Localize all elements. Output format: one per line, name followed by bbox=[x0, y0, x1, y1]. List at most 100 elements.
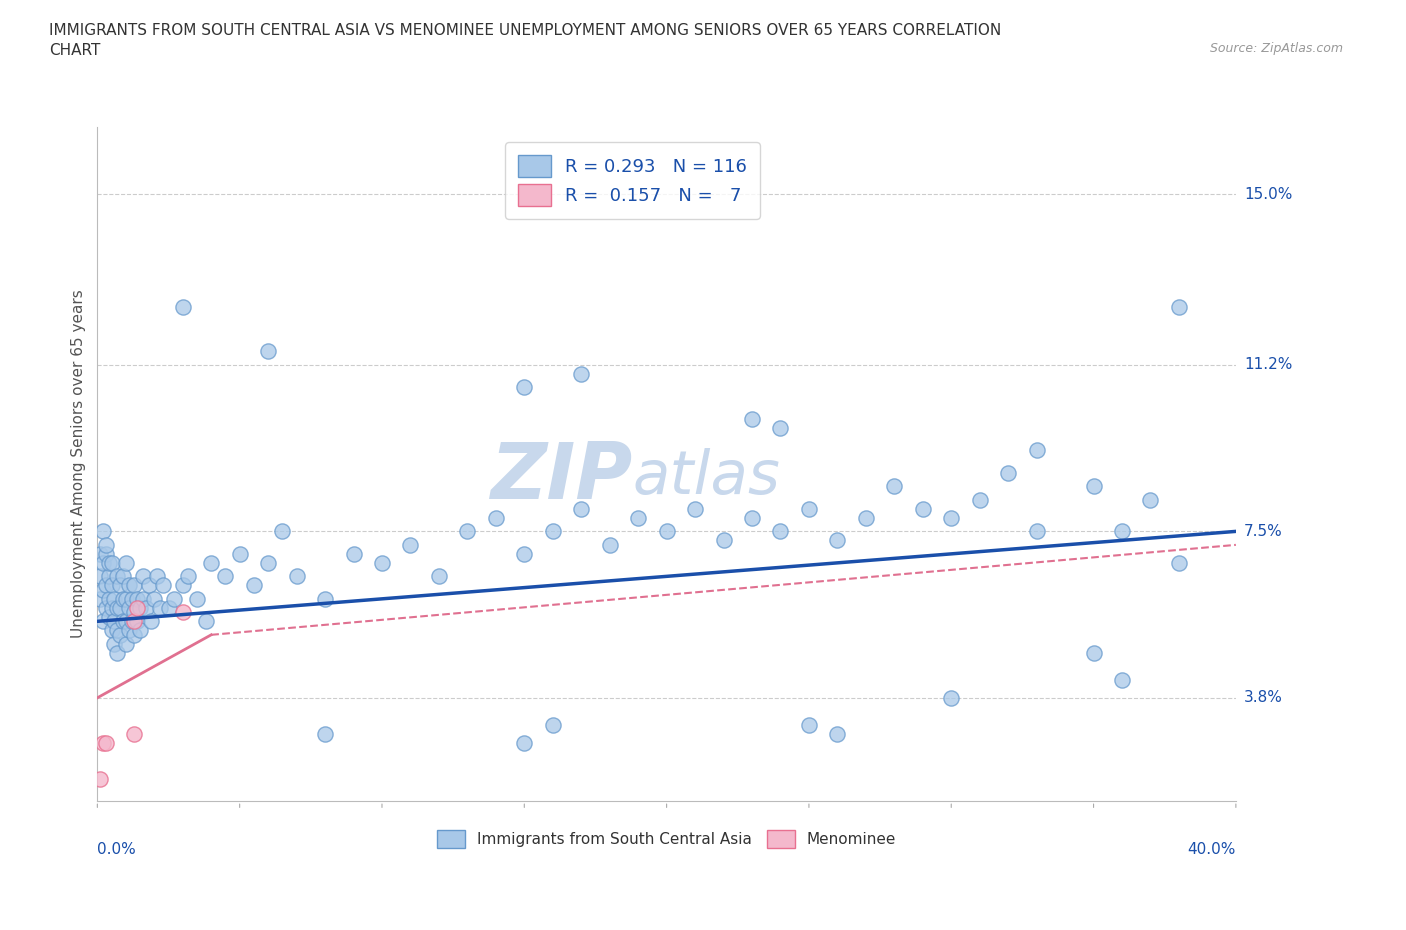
Y-axis label: Unemployment Among Seniors over 65 years: Unemployment Among Seniors over 65 years bbox=[72, 289, 86, 638]
Text: IMMIGRANTS FROM SOUTH CENTRAL ASIA VS MENOMINEE UNEMPLOYMENT AMONG SENIORS OVER : IMMIGRANTS FROM SOUTH CENTRAL ASIA VS ME… bbox=[49, 23, 1001, 58]
Point bbox=[105, 645, 128, 660]
Point bbox=[1168, 555, 1191, 570]
Point bbox=[114, 636, 136, 651]
Point bbox=[285, 569, 308, 584]
Point bbox=[163, 591, 186, 606]
Point bbox=[827, 533, 849, 548]
Point bbox=[94, 578, 117, 592]
Point bbox=[129, 601, 152, 616]
Point bbox=[111, 569, 134, 584]
Point bbox=[132, 569, 155, 584]
Point bbox=[314, 591, 336, 606]
Point bbox=[118, 578, 141, 592]
Point bbox=[100, 555, 122, 570]
Point bbox=[194, 614, 217, 629]
Text: 15.0%: 15.0% bbox=[1244, 187, 1292, 202]
Point bbox=[108, 628, 131, 643]
Point bbox=[149, 601, 172, 616]
Point bbox=[129, 623, 152, 638]
Point bbox=[855, 511, 877, 525]
Point bbox=[111, 591, 134, 606]
Point bbox=[100, 578, 122, 592]
Point bbox=[105, 623, 128, 638]
Point bbox=[103, 591, 125, 606]
Point bbox=[124, 614, 146, 629]
Point bbox=[599, 538, 621, 552]
Point bbox=[152, 578, 174, 592]
Point bbox=[132, 591, 155, 606]
Point bbox=[1139, 493, 1161, 508]
Point bbox=[741, 511, 763, 525]
Point bbox=[186, 591, 208, 606]
Legend: Immigrants from South Central Asia, Menominee: Immigrants from South Central Asia, Meno… bbox=[432, 823, 903, 855]
Point bbox=[569, 501, 592, 516]
Point bbox=[683, 501, 706, 516]
Point bbox=[121, 591, 143, 606]
Point bbox=[105, 601, 128, 616]
Point bbox=[114, 614, 136, 629]
Point bbox=[997, 466, 1019, 481]
Point bbox=[243, 578, 266, 592]
Point bbox=[769, 524, 792, 538]
Point bbox=[127, 614, 149, 629]
Point bbox=[257, 555, 280, 570]
Point bbox=[655, 524, 678, 538]
Point bbox=[91, 582, 114, 597]
Point bbox=[172, 578, 194, 592]
Point bbox=[883, 479, 905, 494]
Point bbox=[713, 533, 735, 548]
Point bbox=[1083, 479, 1105, 494]
Point bbox=[124, 726, 146, 741]
Point bbox=[200, 555, 222, 570]
Point bbox=[143, 591, 166, 606]
Point bbox=[111, 614, 134, 629]
Point bbox=[541, 524, 564, 538]
Point bbox=[138, 578, 160, 592]
Point bbox=[108, 601, 131, 616]
Point bbox=[124, 604, 146, 619]
Point bbox=[89, 771, 111, 786]
Point bbox=[941, 511, 963, 525]
Point bbox=[1083, 645, 1105, 660]
Point bbox=[118, 623, 141, 638]
Point bbox=[146, 569, 169, 584]
Point bbox=[91, 736, 114, 751]
Point bbox=[124, 628, 146, 643]
Point bbox=[741, 411, 763, 426]
Point bbox=[969, 493, 991, 508]
Point bbox=[127, 601, 149, 616]
Point bbox=[89, 569, 111, 584]
Point bbox=[541, 717, 564, 732]
Point bbox=[257, 344, 280, 359]
Point bbox=[89, 591, 111, 606]
Point bbox=[1111, 672, 1133, 687]
Point bbox=[91, 555, 114, 570]
Point bbox=[941, 690, 963, 705]
Point bbox=[1025, 524, 1047, 538]
Point bbox=[172, 604, 194, 619]
Point bbox=[97, 591, 120, 606]
Point bbox=[114, 555, 136, 570]
Point bbox=[94, 538, 117, 552]
Point bbox=[513, 736, 536, 751]
Text: ZIP: ZIP bbox=[491, 439, 633, 515]
Point bbox=[94, 736, 117, 751]
Point bbox=[157, 601, 180, 616]
Point bbox=[214, 569, 236, 584]
Point bbox=[114, 591, 136, 606]
Point bbox=[121, 614, 143, 629]
Point bbox=[118, 601, 141, 616]
Point bbox=[100, 601, 122, 616]
Point bbox=[97, 609, 120, 624]
Point bbox=[342, 547, 364, 562]
Point bbox=[1025, 443, 1047, 458]
Point bbox=[91, 614, 114, 629]
Point bbox=[427, 569, 450, 584]
Point bbox=[911, 501, 934, 516]
Point bbox=[177, 569, 200, 584]
Point bbox=[1168, 299, 1191, 314]
Point bbox=[314, 726, 336, 741]
Point bbox=[485, 511, 508, 525]
Point bbox=[797, 501, 820, 516]
Point bbox=[105, 569, 128, 584]
